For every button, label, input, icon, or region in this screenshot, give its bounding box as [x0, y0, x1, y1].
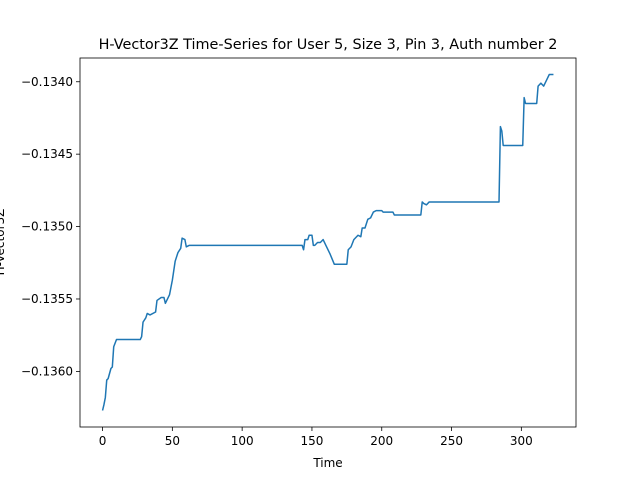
y-tick-label: −0.1350	[21, 220, 73, 234]
x-tick-label: 250	[440, 434, 463, 448]
x-axis-label: Time	[312, 456, 342, 470]
x-tick-label: 50	[165, 434, 180, 448]
x-tick-label: 150	[300, 434, 323, 448]
x-tick-label: 0	[99, 434, 107, 448]
y-tick-label: −0.1340	[21, 75, 73, 89]
y-tick-label: −0.1355	[21, 292, 73, 306]
data-line	[101, 73, 554, 411]
chart-title: H-Vector3Z Time-Series for User 5, Size …	[99, 37, 558, 53]
y-tick-label: −0.1360	[21, 364, 73, 378]
y-tick-label: −0.1345	[21, 147, 73, 161]
x-tick-label: 200	[370, 434, 393, 448]
plot-frame	[79, 57, 577, 428]
x-tick-label: 100	[231, 434, 254, 448]
y-axis-label: H-Vector3Z	[0, 209, 7, 276]
x-tick-label: 300	[510, 434, 533, 448]
